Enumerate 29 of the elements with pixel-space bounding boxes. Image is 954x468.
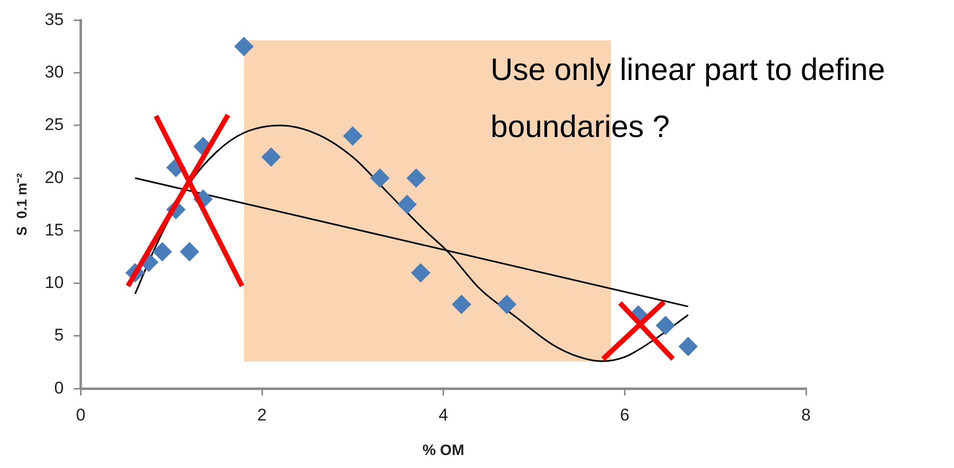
x-tick-label: 8 — [801, 405, 811, 424]
point — [370, 168, 390, 188]
y-tick-label: 15 — [44, 220, 64, 240]
point — [406, 168, 426, 188]
x-axis-title: % OM — [422, 442, 464, 460]
y-axis-title: S 0.1 m⁻² — [13, 172, 30, 236]
x-tick-label: 0 — [76, 405, 86, 424]
point — [343, 126, 362, 146]
point — [678, 336, 698, 356]
point — [398, 194, 417, 214]
annotation: Use only linear part to define boundaries ? — [490, 52, 886, 144]
point — [656, 316, 675, 335]
y-tick-label: 30 — [44, 62, 64, 82]
y-tick-label: 5 — [54, 326, 64, 345]
point — [452, 294, 471, 314]
point — [411, 263, 430, 282]
y-tick-label: 0 — [54, 378, 64, 398]
y-tick-label: 35 — [44, 10, 64, 29]
y-tick-label: 25 — [44, 115, 64, 134]
point — [152, 242, 172, 262]
x-tick-label: 2 — [257, 405, 267, 424]
y-tick-label: 10 — [44, 273, 64, 292]
x-tick-label: 4 — [438, 405, 448, 424]
point — [497, 294, 516, 314]
x-tick-label: 6 — [620, 405, 630, 424]
point — [262, 148, 281, 167]
y-tick-label: 20 — [44, 168, 64, 187]
point — [180, 242, 200, 262]
point — [234, 37, 254, 56]
